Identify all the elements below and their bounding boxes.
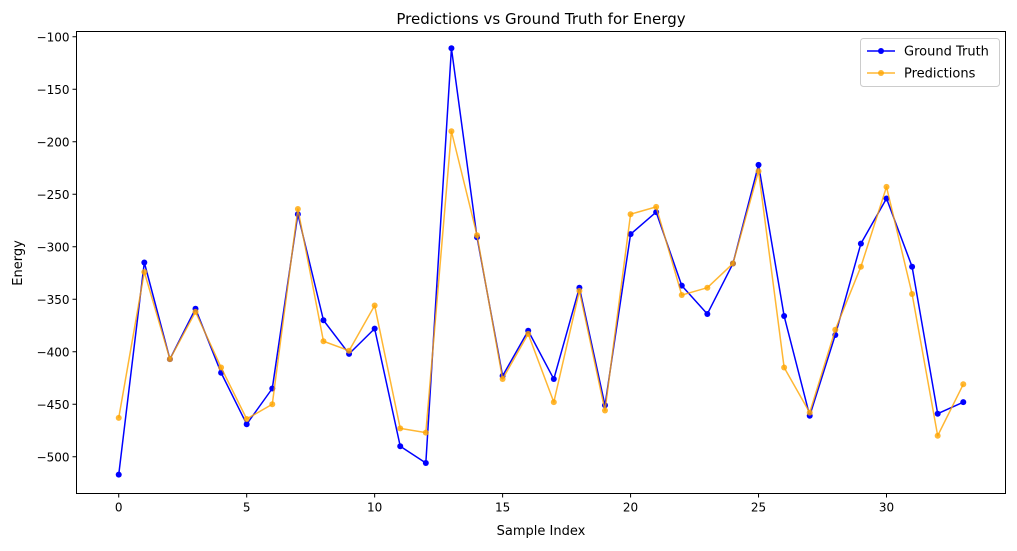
y-tick-label: −400 (37, 345, 70, 359)
data-point-predictions (422, 429, 429, 436)
data-point-predictions (397, 425, 404, 432)
plot-area-frame (76, 31, 1006, 494)
series-predictions (115, 128, 967, 439)
legend-box (860, 38, 1000, 87)
chart-title: Predictions vs Ground Truth for Energy (396, 10, 685, 28)
data-point-ground-truth (397, 443, 404, 450)
data-point-predictions (269, 401, 276, 408)
data-point-ground-truth (627, 231, 634, 238)
legend-predictions-marker (878, 70, 884, 76)
data-point-predictions (525, 330, 532, 337)
data-point-predictions (678, 292, 685, 299)
data-point-predictions (704, 284, 711, 291)
x-tick-label: 15 (495, 501, 510, 515)
x-tick-label: 20 (623, 501, 638, 515)
y-axis: −500 −450 −400 −350 −300 −250 −200 −150 −100 (37, 30, 77, 464)
data-point-ground-truth (909, 263, 916, 270)
data-point-predictions (243, 415, 250, 422)
x-tick-label: 25 (751, 501, 766, 515)
data-point-predictions (883, 183, 890, 190)
x-axis-label: Sample Index (497, 524, 586, 539)
data-point-ground-truth (883, 195, 890, 202)
data-point-predictions (729, 260, 736, 267)
data-point-ground-truth (243, 421, 250, 428)
data-point-predictions (218, 364, 225, 371)
data-point-predictions (141, 268, 148, 275)
data-point-ground-truth (422, 460, 429, 467)
data-point-predictions (166, 356, 173, 363)
y-tick-label: −150 (37, 83, 70, 97)
x-axis: 0 5 10 15 20 25 30 (115, 493, 894, 515)
data-point-predictions (294, 205, 301, 212)
data-point-predictions (346, 347, 353, 354)
data-point-predictions (755, 168, 762, 175)
data-point-predictions (781, 364, 788, 371)
data-point-ground-truth (141, 259, 148, 266)
data-point-predictions (550, 399, 557, 406)
series-layer (115, 45, 967, 478)
data-point-predictions (448, 128, 455, 135)
series-line-ground-truth (117, 47, 964, 475)
legend-predictions-label: Predictions (904, 67, 976, 82)
data-point-ground-truth (448, 45, 455, 52)
data-point-predictions (934, 432, 941, 439)
x-tick-label: 10 (367, 501, 382, 515)
data-point-ground-truth (934, 410, 941, 417)
data-point-predictions (601, 407, 608, 414)
data-point-predictions (806, 409, 813, 416)
data-point-predictions (960, 381, 967, 388)
data-point-predictions (576, 287, 583, 294)
data-point-predictions (499, 376, 506, 383)
y-tick-label: −300 (37, 240, 70, 254)
legend-ground-truth-marker (878, 48, 884, 54)
data-point-ground-truth (320, 317, 327, 324)
y-tick-label: −100 (37, 30, 70, 44)
y-tick-label: −250 (37, 188, 70, 202)
y-tick-label: −500 (37, 450, 70, 464)
data-point-ground-truth (960, 399, 967, 406)
legend-ground-truth-label: Ground Truth (904, 45, 989, 60)
y-tick-label: −450 (37, 398, 70, 412)
data-point-predictions (320, 338, 327, 345)
data-point-ground-truth (550, 376, 557, 383)
data-point-predictions (371, 302, 378, 309)
data-point-predictions (909, 291, 916, 297)
data-point-predictions (627, 211, 634, 218)
x-tick-label: 0 (115, 501, 123, 515)
data-point-predictions (474, 232, 481, 239)
y-tick-label: −200 (37, 135, 70, 149)
data-point-ground-truth (857, 240, 864, 247)
data-point-ground-truth (371, 325, 378, 332)
data-point-ground-truth (755, 161, 762, 168)
series-line-predictions (117, 130, 964, 437)
y-tick-label: −350 (37, 293, 70, 307)
data-point-ground-truth (781, 313, 788, 320)
x-tick-label: 30 (879, 501, 894, 515)
data-point-predictions (115, 414, 122, 421)
y-axis-label: Energy (11, 240, 26, 286)
x-tick-label: 5 (243, 501, 251, 515)
data-point-ground-truth (678, 282, 685, 289)
data-point-ground-truth (115, 471, 122, 478)
data-point-predictions (832, 326, 839, 333)
legend: Ground Truth Predictions (860, 38, 1000, 87)
data-point-predictions (192, 308, 199, 315)
data-point-predictions (653, 203, 660, 210)
data-point-ground-truth (704, 310, 711, 317)
data-point-predictions (857, 263, 864, 270)
